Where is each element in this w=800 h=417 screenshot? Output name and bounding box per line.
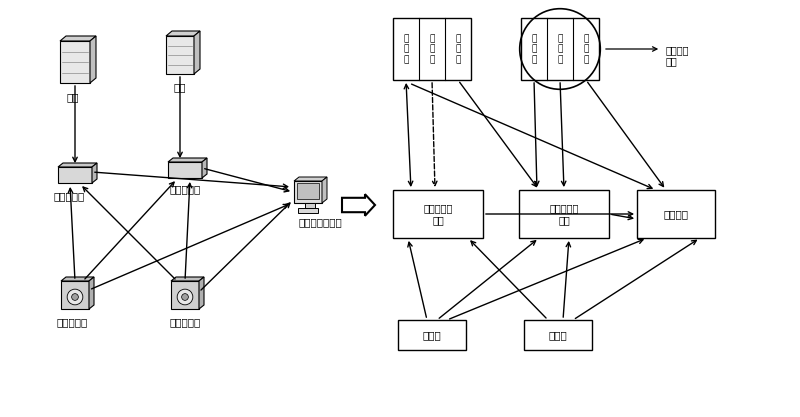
Bar [166, 36, 194, 74]
Bar [60, 41, 90, 83]
Bar [168, 162, 202, 178]
Text: 一个节点
子集: 一个节点 子集 [665, 45, 689, 67]
Bar [305, 203, 315, 208]
Bar [58, 167, 92, 183]
Text: 测
量
源: 测 量 源 [430, 34, 434, 64]
Bar [521, 18, 599, 80]
Polygon shape [166, 31, 200, 36]
Bar [398, 320, 466, 350]
Bar [393, 18, 471, 80]
Text: 风机: 风机 [174, 82, 186, 92]
Text: 测量源: 测量源 [422, 330, 442, 340]
Text: 冷机: 冷机 [66, 92, 79, 102]
Text: 设
定
源: 设 定 源 [583, 34, 589, 64]
Text: 测量源: 测量源 [549, 330, 567, 340]
Bar [61, 281, 89, 309]
Bar [637, 190, 715, 238]
Text: 设
定
源: 设 定 源 [455, 34, 461, 64]
Polygon shape [60, 36, 96, 41]
Bar [297, 183, 319, 199]
Polygon shape [322, 177, 327, 203]
Text: 测
量
源: 测 量 源 [558, 34, 562, 64]
Polygon shape [89, 277, 94, 309]
Bar [298, 208, 318, 213]
Polygon shape [294, 177, 327, 181]
Text: 湿度传感器: 湿度传感器 [170, 317, 201, 327]
Polygon shape [194, 31, 200, 74]
Bar [171, 281, 199, 309]
Bar [393, 190, 483, 238]
Polygon shape [168, 158, 207, 162]
Circle shape [177, 289, 193, 305]
Polygon shape [58, 163, 97, 167]
Bar [519, 190, 609, 238]
Circle shape [67, 289, 83, 305]
Polygon shape [202, 158, 207, 178]
Polygon shape [199, 277, 204, 309]
Text: 管理节点: 管理节点 [663, 209, 689, 219]
Text: 设
定
汇: 设 定 汇 [403, 34, 409, 64]
Circle shape [182, 294, 188, 300]
Polygon shape [342, 194, 375, 216]
Text: 设
定
汇: 设 定 汇 [531, 34, 537, 64]
Polygon shape [61, 277, 94, 281]
Text: 设定值加工
节点: 设定值加工 节点 [423, 203, 453, 225]
Polygon shape [171, 277, 204, 281]
Polygon shape [90, 36, 96, 83]
Text: 风机控制器: 风机控制器 [170, 184, 201, 194]
Text: 系统监控服务器: 系统监控服务器 [298, 217, 342, 227]
Text: 冷机控制器: 冷机控制器 [54, 191, 85, 201]
Bar [524, 320, 592, 350]
Text: 温度传感器: 温度传感器 [56, 317, 88, 327]
Text: 设定值加工
节点: 设定值加工 节点 [550, 203, 578, 225]
Circle shape [72, 294, 78, 300]
Bar [294, 181, 322, 203]
Polygon shape [92, 163, 97, 183]
